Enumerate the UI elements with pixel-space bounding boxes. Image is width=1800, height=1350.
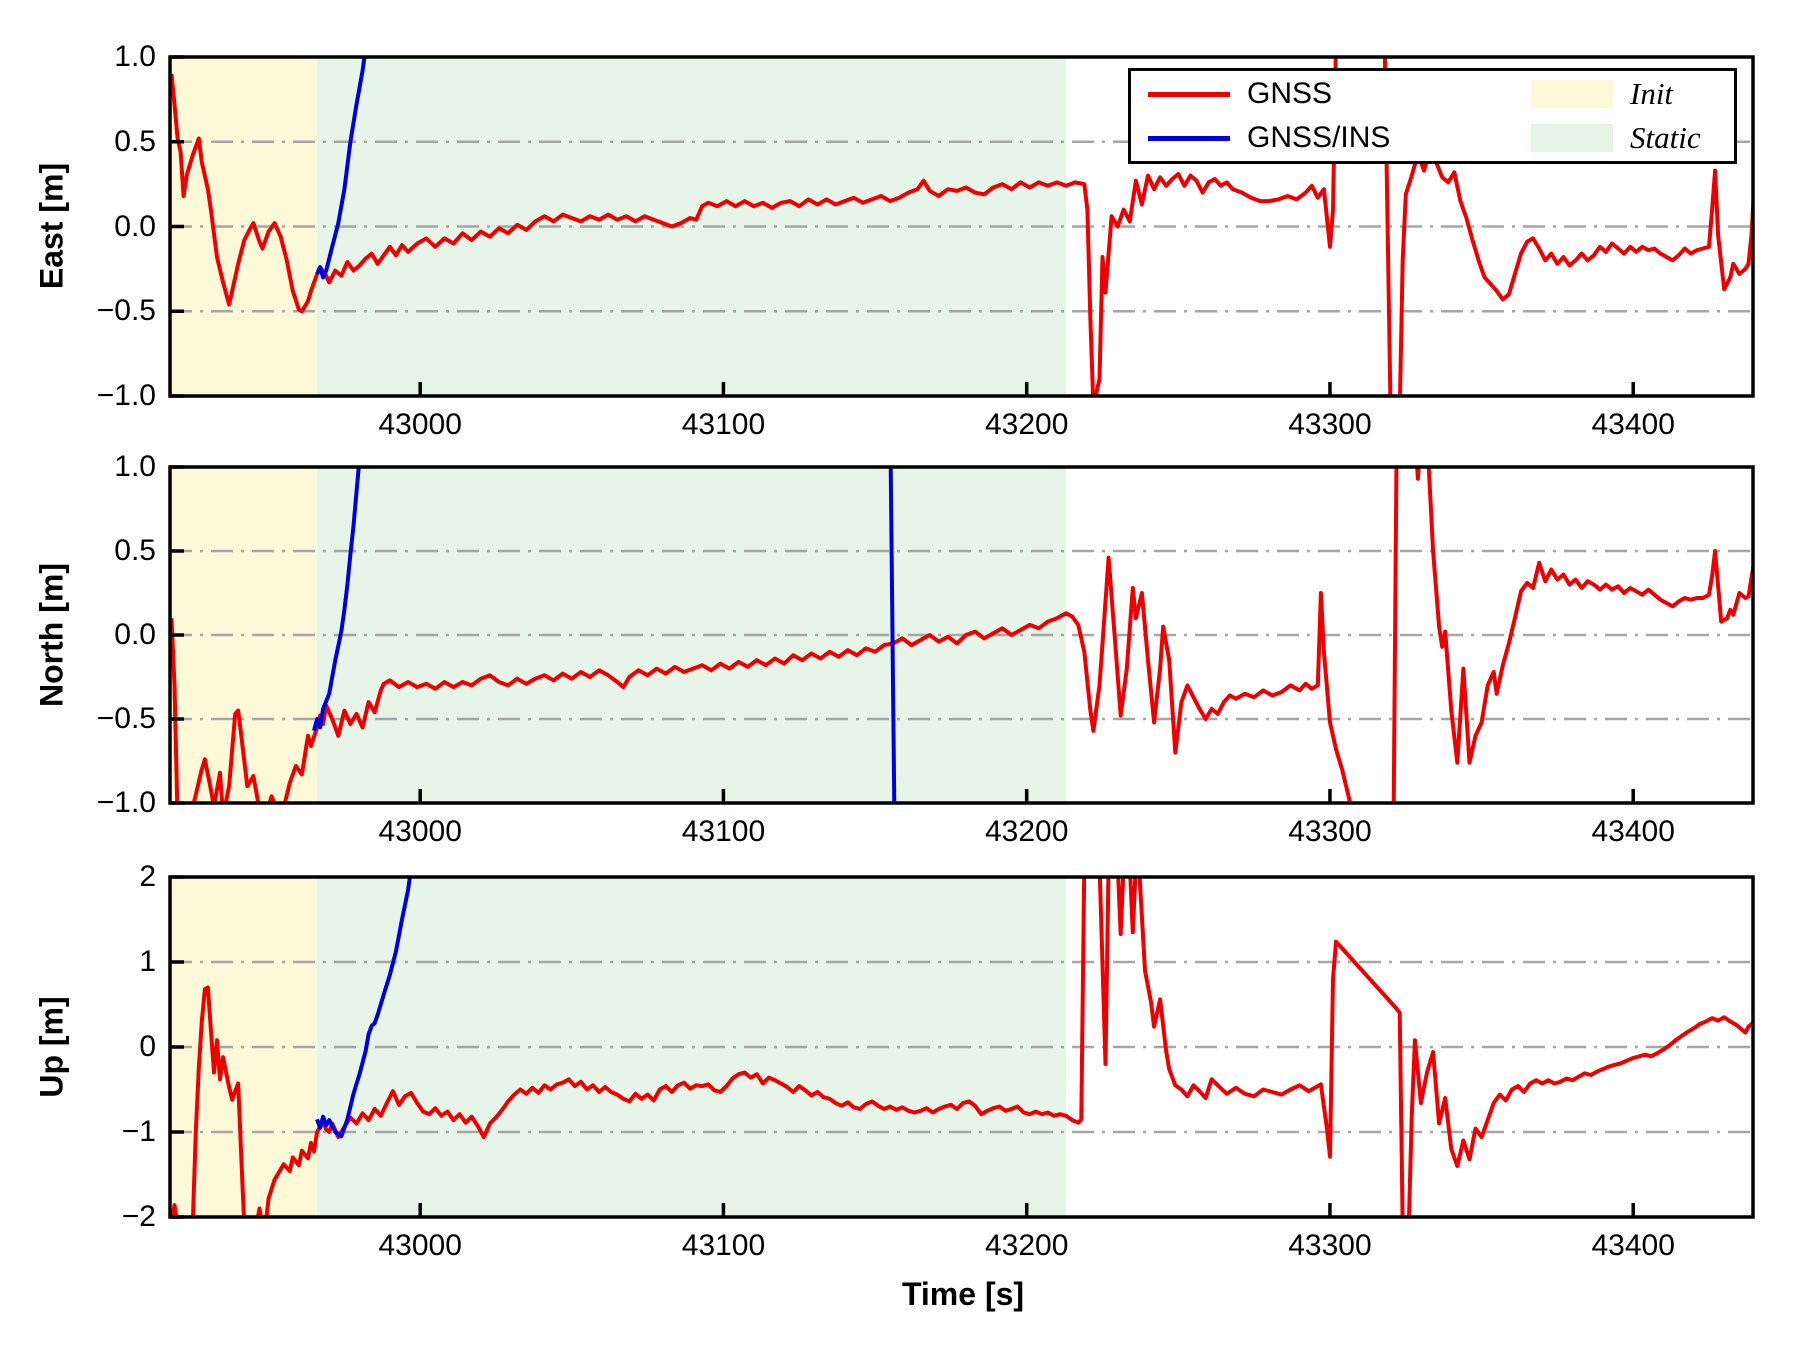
legend-label-init: Init <box>1630 76 1674 111</box>
series-group-panel-1 <box>170 467 1753 803</box>
x-axis-label-time: Time [s] <box>901 1276 1025 1312</box>
legend-item-static: Static <box>1531 117 1734 159</box>
series-gnss-ins-panel-1 <box>312 467 361 732</box>
y-tick-label: −0.5 <box>96 294 156 328</box>
gnss-ins-line-swatch <box>1148 135 1230 141</box>
x-tick-label: 43000 <box>378 1229 462 1262</box>
y-tick-label: 2 <box>139 860 156 893</box>
span-static-panel-2 <box>317 877 1067 1217</box>
series-group-panel-2 <box>170 877 1753 1217</box>
x-tick-label: 43000 <box>378 815 462 848</box>
gnss-line-swatch <box>1148 91 1230 97</box>
x-tick-label: 43100 <box>681 1229 766 1262</box>
y-tick-label: 0 <box>139 1030 156 1063</box>
legend-line-column: GNSS GNSS/INS <box>1131 71 1531 161</box>
y-tick-label: −1.0 <box>96 786 156 819</box>
legend-patch-column: Init Static <box>1531 71 1734 161</box>
series-group-panel-0 <box>170 57 1753 396</box>
y-tick-label: 1.0 <box>114 40 156 73</box>
series-gnss-panel-0 <box>170 57 1753 396</box>
y-tick-label: 0.0 <box>114 618 156 651</box>
y-tick-label: −0.5 <box>96 702 156 735</box>
x-tick-label: 43100 <box>681 815 766 848</box>
legend-label-static: Static <box>1630 120 1701 155</box>
y-tick-label: 0.0 <box>114 209 156 243</box>
span-static-panel-0 <box>317 57 1067 396</box>
static-patch-swatch <box>1531 124 1613 152</box>
x-tick-label: 43200 <box>984 408 1069 441</box>
y-tick-label: −1 <box>121 1115 156 1148</box>
series-gnss-panel-2 <box>170 877 1753 1217</box>
x-tick-label: 43000 <box>378 408 462 441</box>
y-tick-label: −2 <box>121 1200 156 1233</box>
x-tick-label: 43200 <box>984 815 1069 848</box>
span-static-panel-1 <box>317 467 1067 803</box>
legend-item-init: Init <box>1531 73 1734 115</box>
y-tick-label: −1.0 <box>96 379 156 412</box>
y-tick-label: 0.5 <box>114 534 156 567</box>
x-tick-label: 43300 <box>1288 815 1372 848</box>
x-tick-label: 43300 <box>1288 408 1372 441</box>
y-tick-label: 0.5 <box>114 124 156 158</box>
series-gnss-ins-panel-0 <box>315 57 367 280</box>
x-tick-label: 43400 <box>1591 1229 1675 1262</box>
x-tick-label: 43400 <box>1591 815 1675 848</box>
legend: GNSS GNSS/INS Init Static <box>1128 68 1737 164</box>
x-tick-label: 43200 <box>984 1229 1069 1262</box>
series-gnss-panel-1 <box>170 467 1753 803</box>
series-gnss-ins-panel-2 <box>315 877 412 1139</box>
y-tick-label: 1.0 <box>114 450 156 483</box>
series-gnss-ins-panel-1 <box>888 467 897 803</box>
x-tick-label: 43400 <box>1591 408 1675 441</box>
legend-item-gnss-ins: GNSS/INS <box>1148 117 1531 159</box>
init-patch-swatch <box>1531 80 1613 108</box>
y-tick-label: 1 <box>139 945 156 978</box>
x-tick-label: 43100 <box>681 408 766 441</box>
x-tick-label: 43300 <box>1288 1229 1372 1262</box>
legend-item-gnss: GNSS <box>1148 73 1531 115</box>
legend-label-gnss: GNSS <box>1247 77 1333 110</box>
legend-label-gnss-ins: GNSS/INS <box>1247 121 1391 154</box>
